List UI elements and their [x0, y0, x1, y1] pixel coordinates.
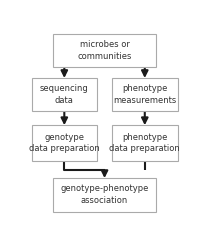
FancyBboxPatch shape — [112, 78, 178, 112]
Text: microbes or
communities: microbes or communities — [77, 40, 132, 61]
FancyBboxPatch shape — [31, 78, 97, 112]
FancyBboxPatch shape — [31, 125, 97, 160]
Text: phenotype
measurements: phenotype measurements — [113, 84, 176, 105]
Text: genotype
data preparation: genotype data preparation — [29, 132, 100, 153]
Text: phenotype
data preparation: phenotype data preparation — [109, 132, 180, 153]
Text: sequencing
data: sequencing data — [40, 84, 89, 105]
FancyBboxPatch shape — [53, 34, 156, 67]
FancyBboxPatch shape — [53, 178, 156, 212]
FancyBboxPatch shape — [112, 125, 178, 160]
Text: genotype-phenotype
association: genotype-phenotype association — [60, 185, 149, 205]
